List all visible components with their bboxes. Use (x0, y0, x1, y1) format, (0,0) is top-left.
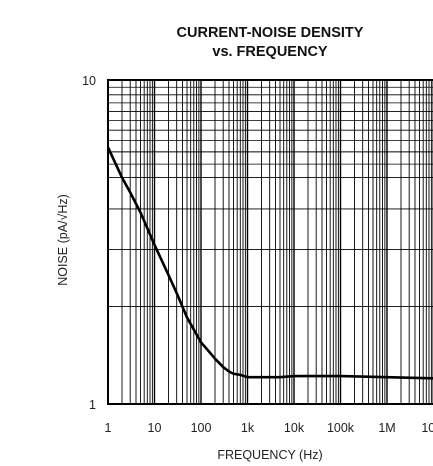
x-tick-label: 1k (241, 421, 255, 435)
chart-subtitle: vs. FREQUENCY (212, 44, 328, 60)
series-layer (106, 146, 433, 380)
plot-frame (107, 79, 433, 405)
chart-title: CURRENT-NOISE DENSITY (177, 25, 364, 41)
y-axis-label: NOISE (pA/√Hz) (56, 194, 70, 286)
y-tick-label: 1 (89, 398, 96, 412)
x-tick-label: 10M (421, 421, 433, 435)
x-tick-label: 100k (327, 421, 355, 435)
tick-labels: 1 10 100 1k 10k 100k 1M 10M 1 10 (82, 74, 433, 435)
x-tick-label: 100 (191, 421, 212, 435)
x-tick-label: 10k (284, 421, 305, 435)
series-line-0 (106, 146, 433, 380)
grid (108, 80, 433, 404)
x-axis-label: FREQUENCY (Hz) (217, 448, 322, 462)
x-tick-label: 1 (105, 421, 112, 435)
x-tick-label: 10 (148, 421, 162, 435)
y-tick-label: 10 (82, 74, 96, 88)
x-tick-label: 1M (378, 421, 395, 435)
